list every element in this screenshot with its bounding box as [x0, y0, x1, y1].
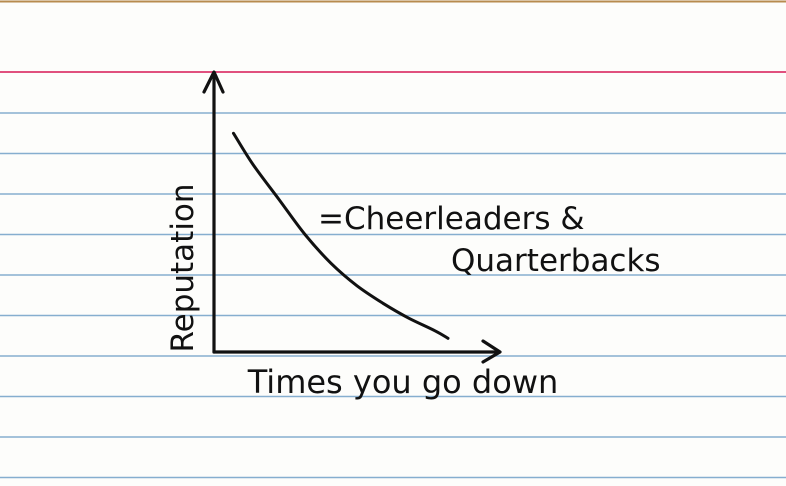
- annotation-line-1: =Cheerleaders &: [318, 201, 585, 237]
- ruled-lines: [0, 112, 786, 479]
- x-axis-label: Times you go down: [247, 363, 559, 401]
- y-axis-label: Reputation: [165, 183, 201, 352]
- x-axis-arrowhead: [481, 339, 502, 364]
- y-axis-arrowhead: [202, 70, 225, 94]
- series-line: [232, 131, 450, 340]
- annotation-line-2: Quarterbacks: [451, 243, 661, 279]
